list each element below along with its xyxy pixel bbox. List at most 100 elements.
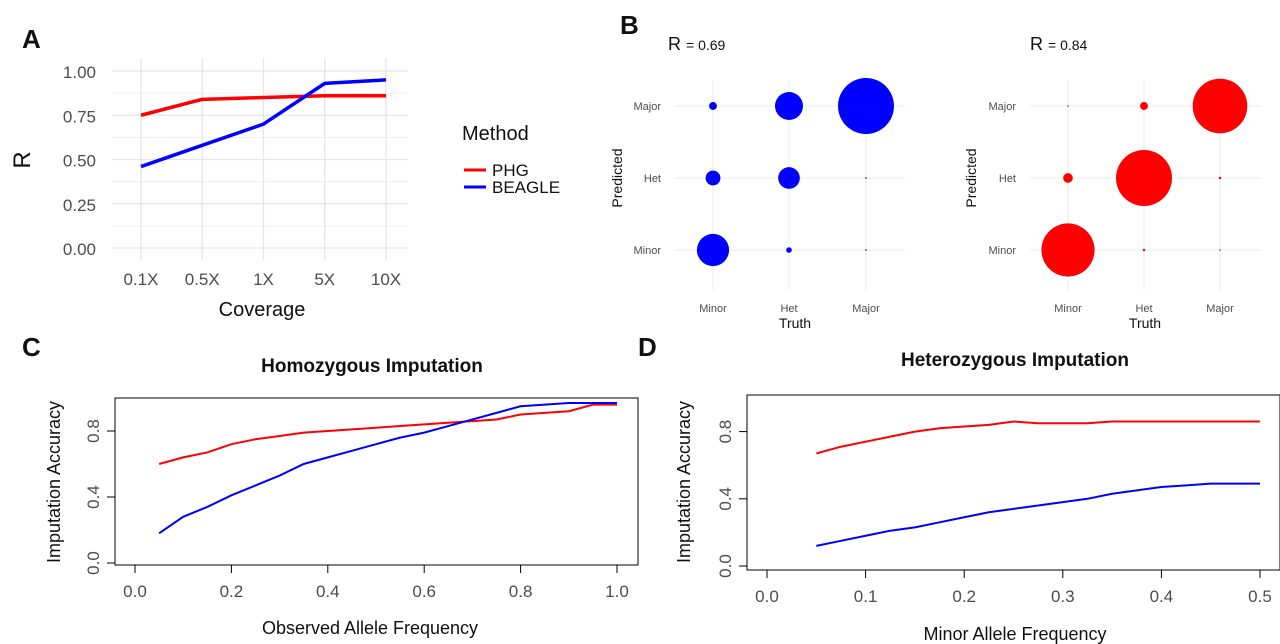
panel-label-d: D	[638, 332, 657, 362]
x-tick-label: 0.2	[220, 582, 244, 601]
y-tick-label: 0.0	[84, 551, 103, 575]
bubble	[1116, 150, 1172, 206]
x-axis-title: Observed Allele Frequency	[262, 618, 478, 638]
series-line-phg	[140, 94, 386, 117]
x-axis-title: Minor Allele Frequency	[923, 624, 1106, 644]
y-tick-label: Minor	[633, 245, 661, 257]
x-tick-label: 10X	[371, 270, 401, 289]
bubble	[775, 92, 803, 120]
series-lines	[140, 78, 387, 169]
bubble	[1142, 248, 1146, 252]
x-tick-label: 0.0	[755, 587, 779, 606]
series-line	[158, 403, 617, 465]
panel-label-b: B	[620, 10, 639, 40]
y-tick-label: Major	[633, 101, 661, 113]
y-tick-label: 0.8	[84, 419, 103, 443]
legend: Method PHG BEAGLE	[462, 123, 560, 197]
bubble	[786, 247, 792, 253]
series-line	[816, 482, 1260, 547]
x-tick-label: 0.0	[123, 582, 147, 601]
x-tick-label: 1.0	[605, 582, 629, 601]
chart-title: Heterozygous Imputation	[901, 350, 1129, 371]
y-axis-title: Predicted	[609, 148, 625, 207]
y-tick-label: 0.50	[63, 152, 96, 171]
x-tick-label: 0.4	[1150, 587, 1174, 606]
x-tick-label: 0.8	[509, 582, 533, 601]
bubble	[1140, 102, 1148, 110]
panel-c-homozygous-chart: Homozygous Imputation 0.0 0.2 0.4 0.6 0.8 1.0…	[44, 356, 639, 638]
x-tick-label: Minor	[1054, 303, 1082, 315]
y-tick-label: 0.25	[63, 196, 96, 215]
bubble	[778, 167, 800, 189]
r-value-right: = 0.84	[1048, 37, 1088, 53]
r-label-left: R	[668, 34, 681, 54]
y-axis-title: R	[9, 151, 36, 168]
y-tick-label: 0.0	[716, 554, 735, 578]
y-tick-labels: 0.00 0.25 0.50 0.75 1.00	[63, 63, 96, 259]
bubble	[1192, 78, 1248, 134]
x-tick-label: 0.6	[412, 582, 436, 601]
x-ticks: 0.0 0.2 0.4 0.6 0.8 1.0	[123, 565, 629, 601]
y-tick-label: 0.75	[63, 107, 96, 126]
grid	[112, 58, 408, 260]
x-axis-title: Truth	[1129, 315, 1161, 331]
x-tick-labels: Minor Het Major	[699, 303, 880, 315]
plot-frame	[114, 397, 639, 566]
bubble	[865, 177, 867, 179]
plot-frame	[746, 394, 1280, 571]
panel-b-confusion-bubbles: R = 0.69 Major Het Minor Minor Het Major Tru…	[609, 34, 1260, 331]
y-tick-label: Het	[999, 173, 1016, 185]
y-tick-label: 0.4	[84, 485, 103, 509]
x-tick-label: Major	[1206, 303, 1234, 315]
y-tick-label: Het	[644, 173, 661, 185]
y-tick-labels: Major Het Minor	[633, 101, 661, 257]
x-axis-title: Truth	[779, 315, 811, 331]
series-lines	[158, 401, 617, 535]
bubble	[865, 249, 867, 251]
x-tick-labels: Minor Het Major	[1054, 303, 1234, 315]
x-axis-title: Coverage	[219, 299, 306, 321]
series-line-beagle	[140, 78, 387, 169]
bubble-plot-right: R = 0.84 Major Het Minor Minor Het Major Tru…	[963, 34, 1260, 331]
panel-d-heterozygous-chart: Heterozygous Imputation 0.0 0.1 0.2 0.3 0.4 0…	[674, 350, 1280, 644]
y-axis-title: Imputation Accuracy	[674, 401, 694, 563]
x-tick-label: 0.5X	[185, 270, 220, 289]
x-tick-label: 0.1	[854, 587, 878, 606]
x-tick-label: 1X	[253, 270, 274, 289]
y-axis-title: Imputation Accuracy	[44, 401, 64, 563]
series-line	[816, 420, 1260, 455]
legend-label-phg: PHG	[492, 161, 529, 180]
x-tick-label: 0.1X	[124, 270, 159, 289]
bubble	[705, 170, 721, 186]
y-ticks: 0.0 0.4 0.8	[716, 420, 747, 578]
bubble	[1067, 105, 1069, 107]
panel-a-coverage-chart: 0.00 0.25 0.50 0.75 1.00 0.1X 0.5X 1X 5X 10X Cov…	[9, 58, 560, 321]
panel-label-a: A	[22, 24, 41, 54]
series-line	[158, 401, 617, 535]
r-label-right: R	[1030, 34, 1043, 54]
y-tick-labels: Major Het Minor	[988, 101, 1016, 257]
x-tick-label: Minor	[699, 303, 727, 315]
bubble	[1219, 249, 1221, 251]
x-tick-label: 5X	[314, 270, 335, 289]
x-tick-label: 0.3	[1051, 587, 1075, 606]
chart-title: Homozygous Imputation	[261, 356, 483, 377]
x-tick-label: Het	[780, 303, 797, 315]
bubble	[709, 102, 717, 110]
bubble	[1041, 223, 1095, 277]
y-tick-label: 0.8	[716, 420, 735, 444]
y-tick-label: 1.00	[63, 63, 96, 82]
bubble-plot-left: R = 0.69 Major Het Minor Minor Het Major Tru…	[609, 34, 905, 331]
x-tick-label: 0.5	[1248, 587, 1272, 606]
y-tick-label: Minor	[988, 245, 1016, 257]
r-value-left: = 0.69	[686, 37, 726, 53]
bubble	[838, 78, 894, 134]
y-axis-title: Predicted	[963, 148, 979, 207]
legend-title: Method	[462, 123, 529, 145]
y-tick-label: 0.00	[63, 240, 96, 259]
y-ticks: 0.0 0.4 0.8	[84, 419, 115, 575]
x-tick-label: Major	[852, 303, 880, 315]
x-tick-labels: 0.1X 0.5X 1X 5X 10X	[124, 270, 402, 289]
bubble	[1218, 176, 1222, 180]
